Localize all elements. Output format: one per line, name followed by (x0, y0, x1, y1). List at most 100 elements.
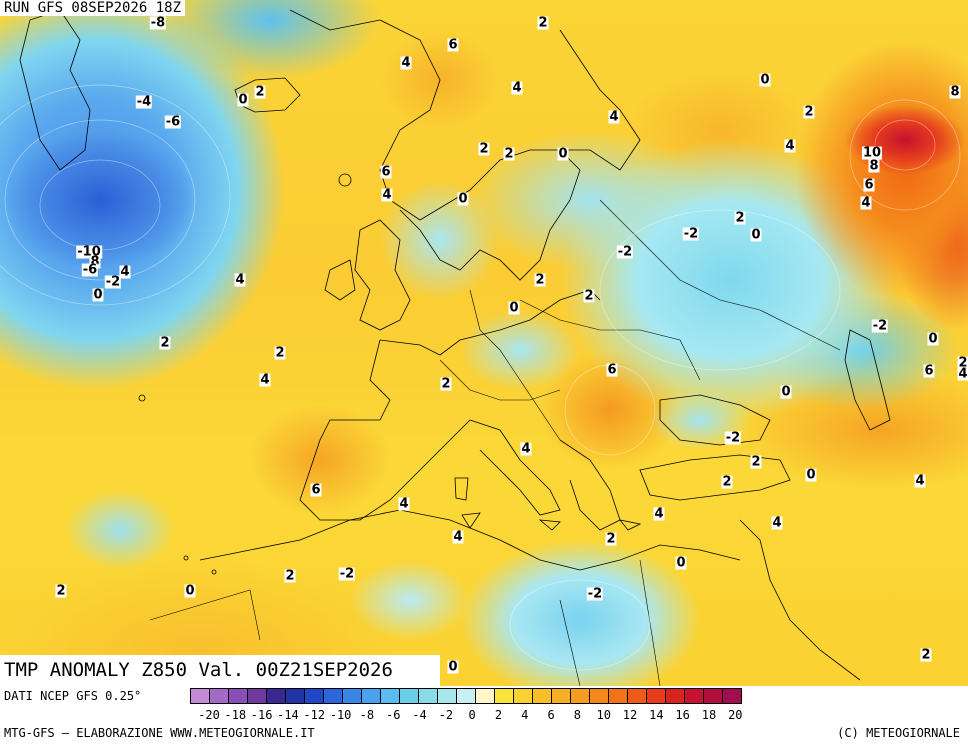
contour-label: 4 (771, 515, 783, 531)
contour-label: 4 (860, 195, 872, 211)
contour-label: 4 (784, 138, 796, 154)
contour-label: 2 (957, 355, 968, 371)
contour-label: 4 (452, 529, 464, 545)
contour-label: -6 (164, 114, 182, 130)
contour-label: 4 (259, 372, 271, 388)
scale-tick-label: 0 (468, 708, 476, 722)
scale-tick-label: -14 (277, 708, 299, 722)
contour-label: 4 (381, 187, 393, 203)
scale-tick-label: 18 (701, 708, 717, 722)
contour-label: -8 (149, 15, 167, 31)
scale-tick-label: -10 (329, 708, 352, 722)
credit-right: (C) METEOGIORNALE (837, 726, 960, 740)
scale-tick-label: -6 (385, 708, 401, 722)
color-swatch (494, 688, 514, 704)
scale-tick-label: -12 (303, 708, 326, 722)
contour-label: 0 (447, 659, 459, 675)
contour-label: 2 (537, 15, 549, 31)
contour-label: -2 (724, 430, 742, 446)
contour-label: 8 (89, 254, 101, 270)
contour-label: 8 (868, 158, 880, 174)
contour-label: 2 (583, 288, 595, 304)
contour-label: 4 (608, 109, 620, 125)
contour-label: 2 (478, 141, 490, 157)
scale-tick-label: -4 (412, 708, 427, 722)
contour-label: -10 (76, 244, 102, 260)
color-swatch (532, 688, 552, 704)
contour-label: 2 (803, 104, 815, 120)
scale-tick-label: -20 (198, 708, 220, 722)
contour-label: 6 (923, 363, 935, 379)
color-swatch (646, 688, 666, 704)
field-title: TMP ANOMALY Z850 Val. 00Z21SEP2026 (0, 655, 440, 686)
scale-tick-label: -16 (250, 708, 273, 722)
color-swatch (703, 688, 723, 704)
scale-tick-label: 2 (494, 708, 503, 722)
contour-label: 4 (119, 264, 131, 280)
color-swatch (665, 688, 685, 704)
contour-label: 8 (949, 84, 961, 100)
contour-label: 0 (92, 287, 104, 303)
color-swatch (418, 688, 438, 704)
contour-label: 2 (920, 647, 932, 663)
contour-label: 0 (508, 300, 520, 316)
contour-label: -2 (871, 318, 889, 334)
color-swatch (323, 688, 343, 704)
contour-label: 2 (750, 454, 762, 470)
color-swatch (190, 688, 210, 704)
contour-label: 4 (957, 366, 968, 382)
contour-label: 0 (780, 384, 792, 400)
contour-label: -2 (616, 244, 634, 260)
color-swatch (551, 688, 571, 704)
contour-label: -2 (338, 566, 356, 582)
contour-label: 6 (447, 37, 459, 53)
color-swatch (589, 688, 609, 704)
color-swatch (285, 688, 305, 704)
contour-label: -2 (104, 274, 122, 290)
contour-label: 2 (440, 376, 452, 392)
contour-label: 0 (750, 227, 762, 243)
contour-label: 4 (653, 506, 665, 522)
contour-label: 4 (914, 473, 926, 489)
scale-tick-label: 6 (547, 708, 555, 722)
contour-label: -4 (135, 94, 153, 110)
scale-tick-label: 8 (573, 708, 582, 722)
contour-label: 2 (274, 345, 286, 361)
contour-label: 0 (675, 555, 687, 571)
color-scale (190, 688, 742, 704)
scale-tick-label: 10 (596, 708, 611, 722)
color-swatch (209, 688, 229, 704)
contour-label: 2 (605, 531, 617, 547)
contour-label: 0 (237, 92, 249, 108)
run-title: RUN GFS 08SEP2026 18Z (0, 0, 186, 16)
contour-label: 4 (511, 80, 523, 96)
color-swatch (361, 688, 381, 704)
contour-label: 6 (380, 164, 392, 180)
contour-label: 0 (557, 146, 569, 162)
color-swatch (380, 688, 400, 704)
scale-tick-label: 14 (649, 708, 664, 722)
color-swatch (513, 688, 533, 704)
contour-label: 6 (310, 482, 322, 498)
color-swatch (722, 688, 742, 704)
contour-label: -2 (682, 226, 700, 242)
color-swatch (570, 688, 590, 704)
scale-tick-label: 16 (675, 708, 690, 722)
scale-tick-label: 12 (622, 708, 638, 722)
contour-label: 6 (606, 362, 618, 378)
color-swatch (399, 688, 419, 704)
contour-label: -6 (81, 262, 99, 278)
color-swatch (342, 688, 362, 704)
color-swatch (247, 688, 267, 704)
color-swatch (456, 688, 476, 704)
color-swatch (266, 688, 286, 704)
legend-panel: DATI NCEP GFS 0.25° -20 -18 -16 -14 -12 -10 -8… (0, 686, 968, 745)
contour-label: 2 (55, 583, 67, 599)
color-swatch (437, 688, 457, 704)
contour-label: -2 (586, 586, 604, 602)
scale-tick-label: -2 (438, 708, 454, 722)
contour-label: 4 (520, 441, 532, 457)
contour-label: 6 (863, 177, 875, 193)
contour-label: 4 (398, 496, 410, 512)
contour-label: 10 (861, 145, 883, 161)
